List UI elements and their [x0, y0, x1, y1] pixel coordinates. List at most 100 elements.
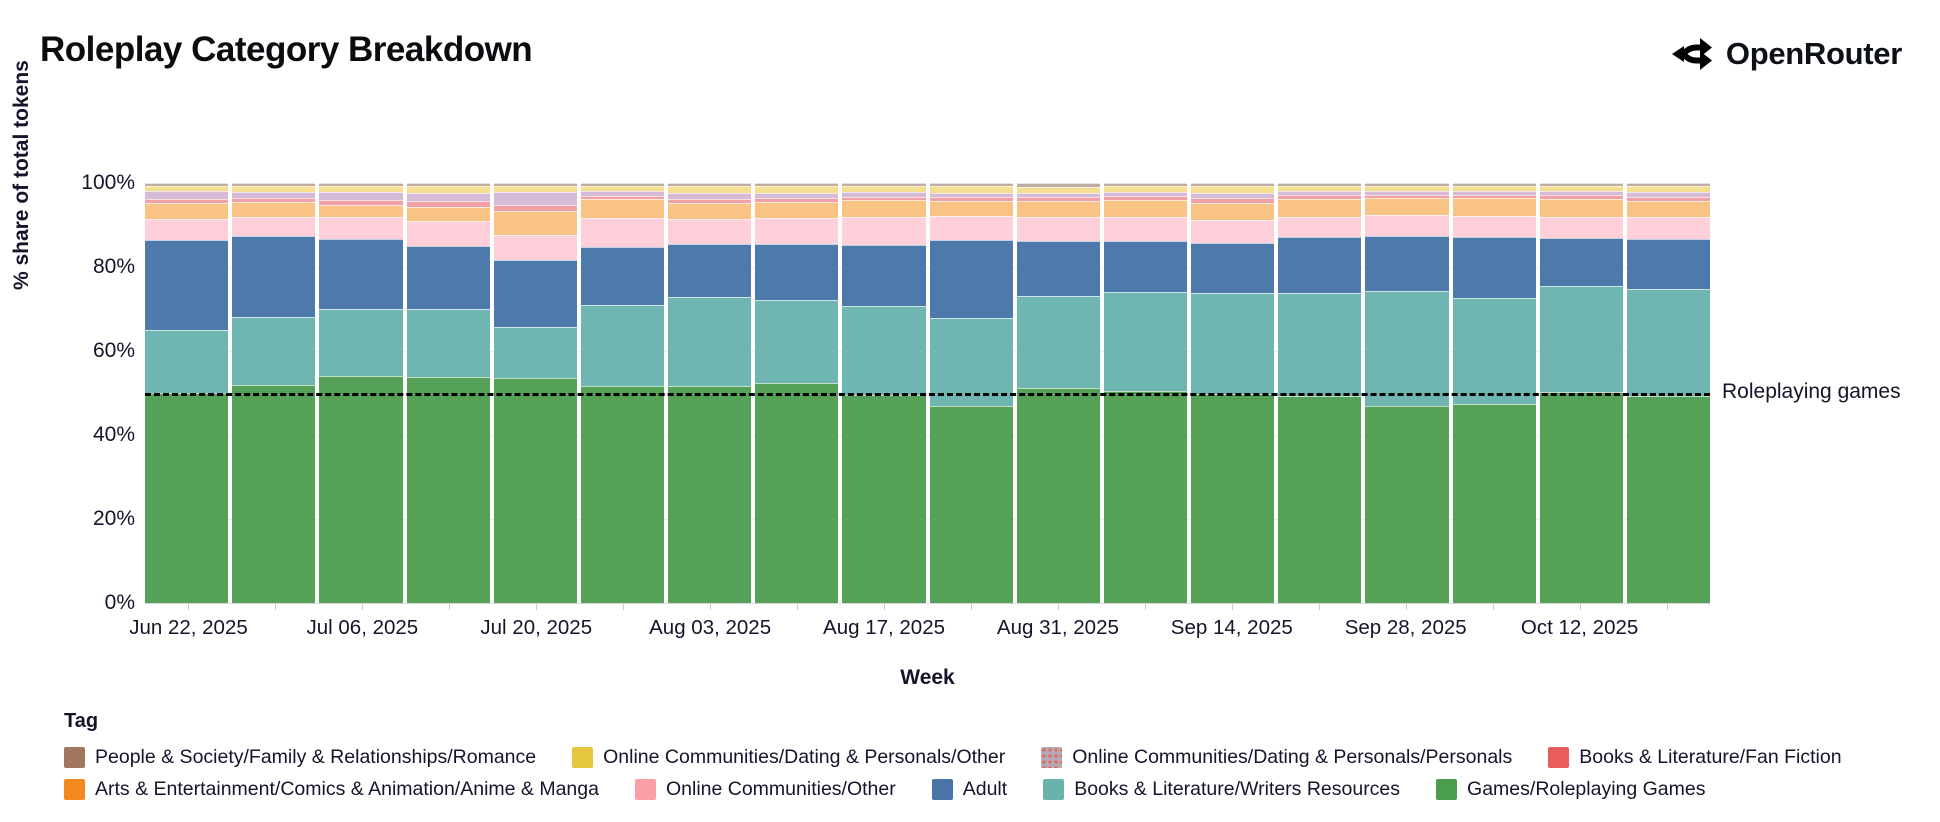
segment-adult[interactable]	[580, 247, 665, 305]
segment-fan-fiction[interactable]	[842, 196, 926, 201]
segment-other[interactable]	[1365, 214, 1449, 236]
segment-other[interactable]	[755, 218, 839, 244]
segment-roleplaying-games[interactable]	[232, 384, 316, 603]
segment-other[interactable]	[406, 186, 490, 193]
segment-anime-manga[interactable]	[1539, 198, 1623, 218]
segment-other[interactable]	[1191, 219, 1275, 243]
segment-other[interactable]	[1626, 216, 1711, 239]
segment-anime-manga[interactable]	[1016, 201, 1100, 217]
segment-roleplaying-games[interactable]	[755, 383, 839, 603]
segment-personals[interactable]	[1452, 191, 1536, 195]
segment-writers-resources[interactable]	[1452, 298, 1536, 404]
segment-personals[interactable]	[668, 193, 752, 199]
segment-other[interactable]	[1452, 185, 1536, 192]
segment-other[interactable]	[493, 186, 577, 193]
bar-week-sep-07-2025[interactable]	[1103, 183, 1188, 603]
segment-romance[interactable]	[1539, 183, 1623, 186]
segment-other[interactable]	[1452, 215, 1536, 237]
segment-personals[interactable]	[319, 192, 403, 200]
segment-romance[interactable]	[1278, 183, 1362, 186]
bar-week-sep-14-2025[interactable]	[1191, 183, 1275, 603]
segment-adult[interactable]	[1016, 240, 1100, 296]
segment-romance[interactable]	[1191, 183, 1275, 187]
bar-week-jun-29-2025[interactable]	[232, 183, 316, 603]
segment-personals[interactable]	[1191, 192, 1275, 198]
bar-week-sep-21-2025[interactable]	[1278, 183, 1362, 603]
segment-writers-resources[interactable]	[1278, 292, 1362, 396]
segment-fan-fiction[interactable]	[406, 201, 490, 207]
segment-writers-resources[interactable]	[929, 318, 1013, 406]
legend-item-personals[interactable]: Online Communities/Dating & Personals/Pe…	[1041, 746, 1512, 769]
bar-week-jun-22-2025[interactable]	[145, 183, 229, 603]
segment-writers-resources[interactable]	[1016, 296, 1100, 388]
segment-roleplaying-games[interactable]	[668, 385, 752, 603]
segment-fan-fiction[interactable]	[580, 195, 665, 199]
bar-week-oct-19-2025[interactable]	[1626, 183, 1711, 603]
segment-romance[interactable]	[1626, 183, 1711, 187]
segment-personals[interactable]	[1365, 191, 1449, 195]
segment-fan-fiction[interactable]	[1539, 195, 1623, 199]
segment-anime-manga[interactable]	[1103, 200, 1188, 218]
segment-personals[interactable]	[842, 192, 926, 197]
segment-other[interactable]	[145, 185, 229, 192]
segment-writers-resources[interactable]	[319, 309, 403, 377]
segment-roleplaying-games[interactable]	[406, 377, 490, 603]
segment-anime-manga[interactable]	[580, 199, 665, 219]
segment-writers-resources[interactable]	[145, 330, 229, 393]
bar-week-aug-17-2025[interactable]	[842, 183, 926, 603]
segment-roleplaying-games[interactable]	[842, 395, 926, 603]
segment-writers-resources[interactable]	[493, 327, 577, 379]
segment-writers-resources[interactable]	[1626, 288, 1711, 396]
segment-personals[interactable]	[755, 192, 839, 199]
segment-romance[interactable]	[1016, 183, 1100, 187]
legend-item-anime-manga[interactable]: Arts & Entertainment/Comics & Animation/…	[64, 778, 599, 801]
segment-personals[interactable]	[493, 192, 577, 206]
segment-anime-manga[interactable]	[755, 201, 839, 219]
segment-roleplaying-games[interactable]	[145, 393, 229, 603]
segment-romance[interactable]	[929, 183, 1013, 187]
segment-fan-fiction[interactable]	[1365, 194, 1449, 198]
segment-personals[interactable]	[1016, 193, 1100, 198]
segment-romance[interactable]	[668, 183, 752, 187]
segment-roleplaying-games[interactable]	[319, 376, 403, 603]
segment-adult[interactable]	[1365, 235, 1449, 291]
segment-writers-resources[interactable]	[406, 309, 490, 378]
segment-writers-resources[interactable]	[1103, 291, 1188, 391]
segment-adult[interactable]	[842, 245, 926, 306]
segment-other[interactable]	[580, 186, 665, 192]
segment-personals[interactable]	[1626, 192, 1711, 197]
segment-romance[interactable]	[580, 183, 665, 186]
segment-adult[interactable]	[1191, 242, 1275, 294]
segment-fan-fiction[interactable]	[1278, 195, 1362, 199]
segment-other[interactable]	[232, 186, 316, 192]
segment-roleplaying-games[interactable]	[580, 386, 665, 603]
bar-week-aug-24-2025[interactable]	[929, 183, 1013, 603]
segment-other[interactable]	[145, 218, 229, 240]
segment-other[interactable]	[1016, 216, 1100, 241]
segment-writers-resources[interactable]	[1365, 290, 1449, 406]
segment-adult[interactable]	[493, 260, 577, 328]
segment-other[interactable]	[232, 216, 316, 237]
segment-other[interactable]	[1278, 216, 1362, 237]
segment-romance[interactable]	[319, 183, 403, 186]
segment-roleplaying-games[interactable]	[1103, 390, 1188, 603]
segment-other[interactable]	[1103, 217, 1188, 241]
bar-week-sep-28-2025[interactable]	[1365, 183, 1449, 603]
segment-other[interactable]	[580, 218, 665, 248]
segment-anime-manga[interactable]	[145, 202, 229, 219]
segment-anime-manga[interactable]	[842, 200, 926, 218]
segment-other[interactable]	[406, 220, 490, 247]
legend-item-other[interactable]: Online Communities/Dating & Personals/Ot…	[572, 746, 1005, 769]
legend-item-fan-fiction[interactable]: Books & Literature/Fan Fiction	[1548, 746, 1842, 769]
segment-writers-resources[interactable]	[1539, 286, 1623, 393]
segment-roleplaying-games[interactable]	[1016, 387, 1100, 603]
segment-other[interactable]	[668, 219, 752, 244]
segment-writers-resources[interactable]	[232, 317, 316, 385]
segment-fan-fiction[interactable]	[1016, 197, 1100, 202]
segment-other[interactable]	[1016, 186, 1100, 194]
bar-week-jul-13-2025[interactable]	[406, 183, 490, 603]
segment-other[interactable]	[842, 186, 926, 193]
segment-writers-resources[interactable]	[1191, 293, 1275, 394]
segment-fan-fiction[interactable]	[145, 198, 229, 203]
legend-item-romance[interactable]: People & Society/Family & Relationships/…	[64, 746, 536, 769]
